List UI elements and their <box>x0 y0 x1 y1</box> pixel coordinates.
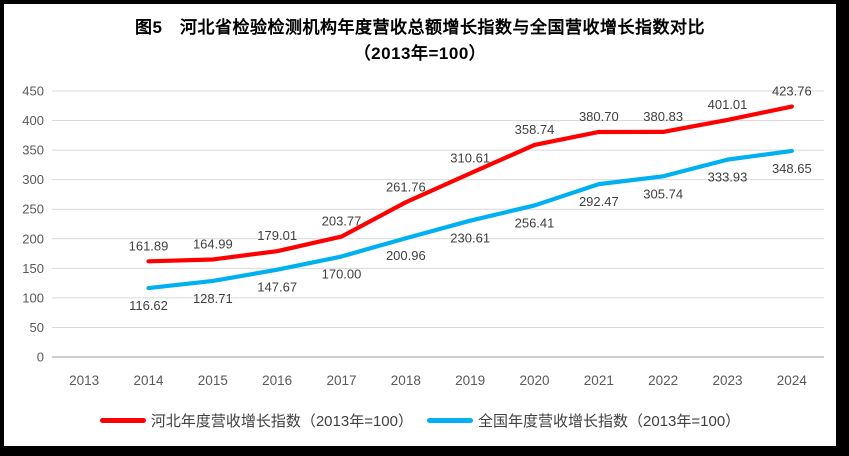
data-label: 164.99 <box>193 236 233 251</box>
hebei-series-line <box>146 104 794 264</box>
y-tick-label: 200 <box>22 231 44 246</box>
legend-item-national: 全国年度营收增长指数（2013年=100） <box>427 410 740 431</box>
national-data-labels: 116.62 128.71 147.67 170.00 200.96 230.61 256.… <box>129 161 812 313</box>
x-tick-label: 2020 <box>519 373 549 388</box>
x-tick-label: 2015 <box>198 373 228 388</box>
x-tick-label: 2016 <box>262 373 292 388</box>
y-tick-label: 450 <box>22 84 44 99</box>
data-label: 358.74 <box>515 122 555 137</box>
chart-canvas: 图5 河北省检验检测机构年度营收总额增长指数与全国营收增长指数对比 （2013年… <box>4 4 836 446</box>
data-label: 333.93 <box>708 170 748 185</box>
y-tick-label: 150 <box>22 261 44 276</box>
national-series-label: 全国年度营收增长指数（2013年=100） <box>478 412 741 430</box>
x-axis-labels: 2013 2014 2015 2016 2017 2018 2019 2020 2021 2022… <box>69 373 807 388</box>
data-label: 161.89 <box>129 238 169 253</box>
x-tick-label: 2022 <box>648 373 678 388</box>
chart-title-line2: （2013年=100） <box>353 43 487 63</box>
data-label: 230.61 <box>450 231 490 246</box>
x-tick-label: 2023 <box>712 373 742 388</box>
y-tick-label: 100 <box>22 290 44 305</box>
legend-item-hebei: 河北年度营收增长指数（2013年=100） <box>99 410 413 431</box>
x-tick-label: 2014 <box>133 373 164 388</box>
y-tick-label: 50 <box>30 320 44 335</box>
data-label: 128.71 <box>193 291 233 306</box>
data-label: 179.01 <box>257 228 297 243</box>
data-label: 116.62 <box>129 298 168 313</box>
data-label: 147.67 <box>257 280 297 295</box>
y-axis-labels: 0 50 100 150 200 250 300 350 400 450 <box>22 84 44 365</box>
y-tick-label: 350 <box>22 143 44 158</box>
data-label: 170.00 <box>322 267 362 282</box>
data-label: 261.76 <box>386 179 426 194</box>
y-tick-label: 300 <box>22 172 44 187</box>
x-tick-label: 2013 <box>69 373 99 388</box>
national-series-swatch <box>427 417 473 423</box>
chart-title-line1: 图5 河北省检验检测机构年度营收总额增长指数与全国营收增长指数对比 <box>135 18 705 37</box>
gridlines <box>52 90 824 358</box>
data-label: 203.77 <box>322 214 362 229</box>
hebei-series-swatch <box>99 417 146 423</box>
hebei-data-labels: 161.89 164.99 179.01 203.77 261.76 310.61 358.… <box>129 84 812 254</box>
data-label: 200.96 <box>386 248 426 263</box>
hebei-series-label: 河北年度营收增长指数（2013年=100） <box>150 412 413 430</box>
data-label: 380.70 <box>579 109 619 124</box>
x-tick-label: 2021 <box>584 373 614 388</box>
data-label: 401.01 <box>708 97 748 112</box>
y-tick-label: 400 <box>22 113 44 128</box>
data-label: 310.61 <box>450 150 490 165</box>
y-tick-label: 0 <box>37 350 44 365</box>
national-series-line <box>146 148 794 291</box>
data-label: 423.76 <box>772 84 812 99</box>
x-tick-label: 2018 <box>391 373 421 388</box>
x-tick-label: 2019 <box>455 373 485 388</box>
y-tick-label: 250 <box>22 202 44 217</box>
chart-legend: 河北年度营收增长指数（2013年=100） 全国年度营收增长指数（2013年=1… <box>4 407 836 433</box>
data-label: 380.83 <box>643 109 683 124</box>
chart-title: 图5 河北省检验检测机构年度营收总额增长指数与全国营收增长指数对比 （2013年… <box>4 15 836 66</box>
x-tick-label: 2024 <box>777 373 808 388</box>
data-label: 348.65 <box>772 161 812 176</box>
data-label: 292.47 <box>579 194 619 209</box>
data-label: 305.74 <box>643 186 683 201</box>
x-tick-label: 2017 <box>326 373 356 388</box>
data-label: 256.41 <box>515 215 555 230</box>
